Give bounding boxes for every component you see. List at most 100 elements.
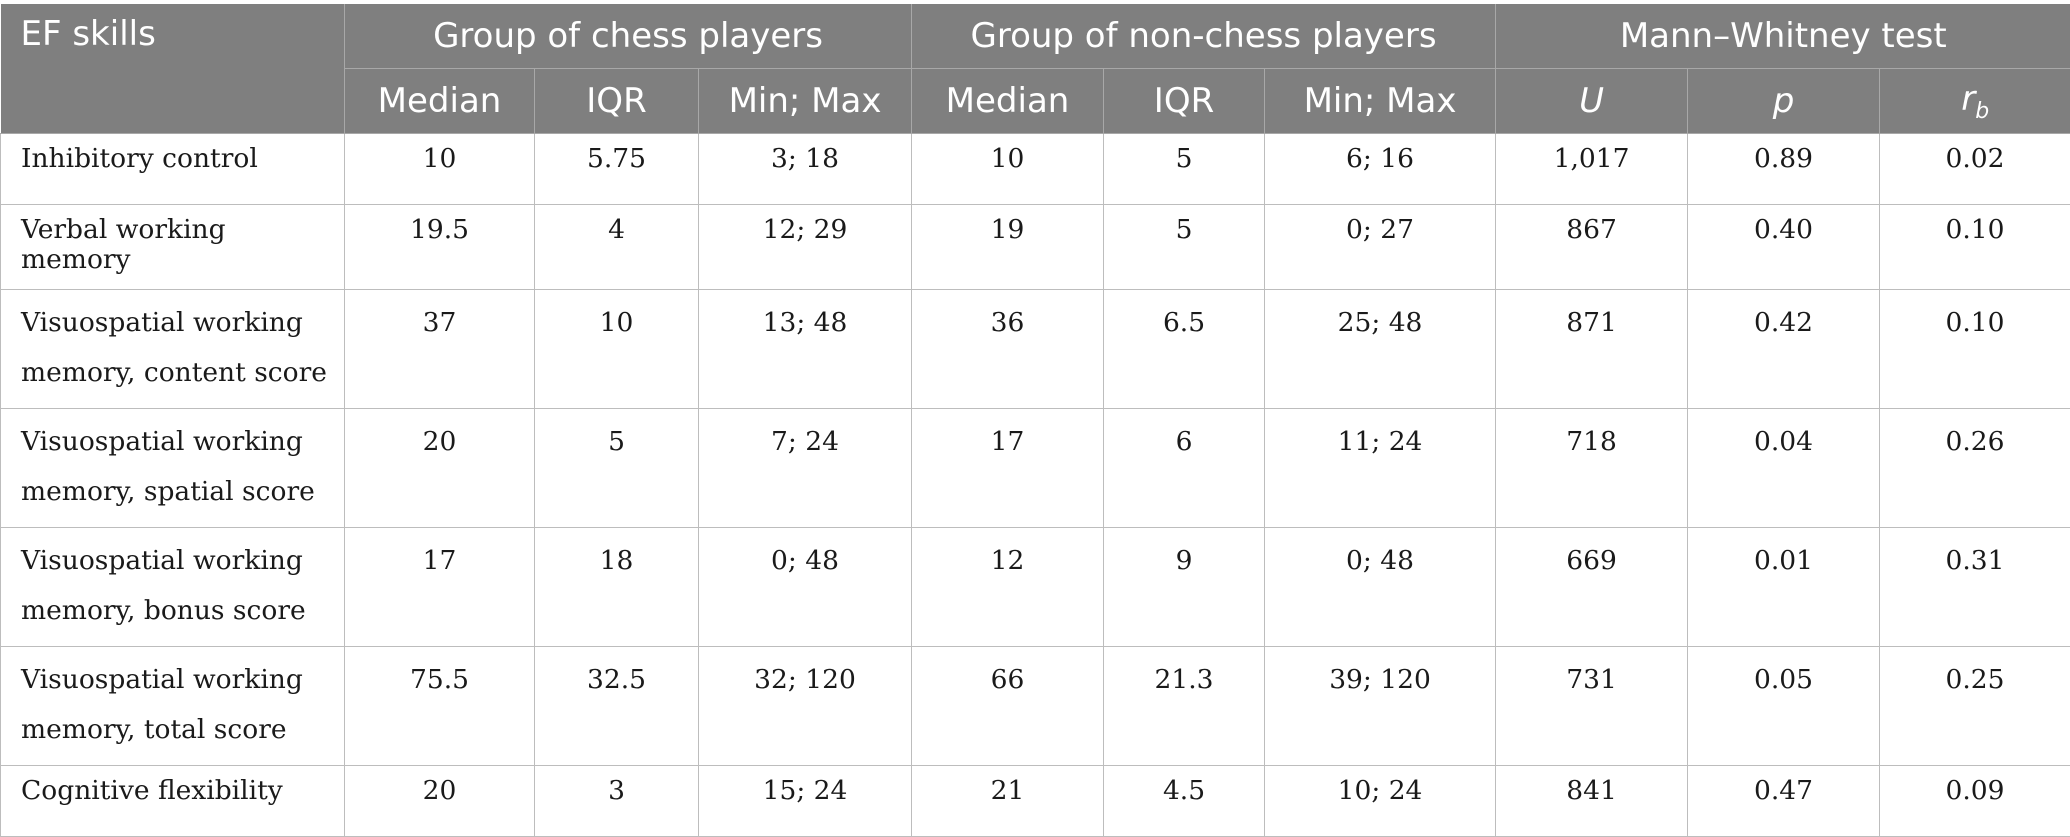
header-chess-minmax: Min; Max bbox=[699, 69, 912, 134]
cell-non-chess-median: 12 bbox=[912, 528, 1104, 647]
skill-label-line: Visuospatial working bbox=[21, 536, 334, 586]
cell-p-value: 0.01 bbox=[1688, 528, 1880, 647]
cell-non-chess-minmax: 11; 24 bbox=[1265, 409, 1496, 528]
cell-chess-minmax: 32; 120 bbox=[699, 647, 912, 766]
header-chess-median: Median bbox=[345, 69, 535, 134]
cell-chess-median: 75.5 bbox=[345, 647, 535, 766]
header-rb-effect-size: rb bbox=[1880, 69, 2070, 134]
cell-rb-effect-size: 0.09 bbox=[1880, 766, 2070, 837]
cell-chess-minmax: 13; 48 bbox=[699, 290, 912, 409]
cell-non-chess-iqr: 5 bbox=[1104, 134, 1265, 205]
cell-non-chess-minmax: 10; 24 bbox=[1265, 766, 1496, 837]
cell-u-statistic: 669 bbox=[1496, 528, 1688, 647]
cell-chess-minmax: 0; 48 bbox=[699, 528, 912, 647]
cell-chess-iqr: 3 bbox=[535, 766, 699, 837]
cell-chess-iqr: 5 bbox=[535, 409, 699, 528]
skill-label-line: memory, content score bbox=[21, 348, 334, 398]
cell-non-chess-minmax: 0; 27 bbox=[1265, 205, 1496, 290]
cell-chess-median: 19.5 bbox=[345, 205, 535, 290]
cell-non-chess-iqr: 21.3 bbox=[1104, 647, 1265, 766]
rb-subscript: b bbox=[1975, 99, 1989, 124]
skill-label-line: Visuospatial working bbox=[21, 298, 334, 348]
skill-label-line: Visuospatial working bbox=[21, 417, 334, 467]
skill-label-line: memory, total score bbox=[21, 705, 334, 755]
cell-non-chess-median: 10 bbox=[912, 134, 1104, 205]
cell-chess-minmax: 7; 24 bbox=[699, 409, 912, 528]
cell-chess-iqr: 5.75 bbox=[535, 134, 699, 205]
cell-non-chess-iqr: 6.5 bbox=[1104, 290, 1265, 409]
cell-rb-effect-size: 0.31 bbox=[1880, 528, 2070, 647]
skill-label-line: Cognitive flexibility bbox=[21, 776, 334, 806]
skill-label-line: Inhibitory control bbox=[21, 144, 334, 174]
cell-non-chess-iqr: 6 bbox=[1104, 409, 1265, 528]
cell-chess-median: 20 bbox=[345, 766, 535, 837]
cell-chess-minmax: 12; 29 bbox=[699, 205, 912, 290]
cell-u-statistic: 731 bbox=[1496, 647, 1688, 766]
cell-chess-minmax: 15; 24 bbox=[699, 766, 912, 837]
cell-p-value: 0.89 bbox=[1688, 134, 1880, 205]
cell-p-value: 0.42 bbox=[1688, 290, 1880, 409]
header-non-chess-minmax: Min; Max bbox=[1265, 69, 1496, 134]
cell-rb-effect-size: 0.10 bbox=[1880, 290, 2070, 409]
cell-u-statistic: 867 bbox=[1496, 205, 1688, 290]
cell-p-value: 0.40 bbox=[1688, 205, 1880, 290]
cell-chess-iqr: 4 bbox=[535, 205, 699, 290]
cell-non-chess-minmax: 0; 48 bbox=[1265, 528, 1496, 647]
cell-u-statistic: 718 bbox=[1496, 409, 1688, 528]
header-p-value: p bbox=[1688, 69, 1880, 134]
cell-non-chess-iqr: 9 bbox=[1104, 528, 1265, 647]
cell-p-value: 0.05 bbox=[1688, 647, 1880, 766]
skill-label-line: Visuospatial working bbox=[21, 655, 334, 705]
cell-p-value: 0.47 bbox=[1688, 766, 1880, 837]
cell-non-chess-median: 36 bbox=[912, 290, 1104, 409]
header-non-chess-group: Group of non-chess players bbox=[912, 4, 1496, 69]
header-non-chess-median: Median bbox=[912, 69, 1104, 134]
cell-non-chess-median: 21 bbox=[912, 766, 1104, 837]
table-header: EF skills Group of chess players Group o… bbox=[1, 4, 2070, 134]
cell-u-statistic: 871 bbox=[1496, 290, 1688, 409]
cell-chess-median: 37 bbox=[345, 290, 535, 409]
cell-chess-iqr: 18 bbox=[535, 528, 699, 647]
cell-p-value: 0.04 bbox=[1688, 409, 1880, 528]
rb-symbol: r bbox=[1961, 79, 1975, 119]
header-chess-group: Group of chess players bbox=[345, 4, 912, 69]
cell-chess-median: 20 bbox=[345, 409, 535, 528]
skill-label-line: memory, bonus score bbox=[21, 586, 334, 636]
header-ef-skills: EF skills bbox=[1, 4, 345, 134]
cell-rb-effect-size: 0.25 bbox=[1880, 647, 2070, 766]
header-non-chess-iqr: IQR bbox=[1104, 69, 1265, 134]
cell-non-chess-minmax: 25; 48 bbox=[1265, 290, 1496, 409]
cell-non-chess-median: 66 bbox=[912, 647, 1104, 766]
cell-non-chess-minmax: 39; 120 bbox=[1265, 647, 1496, 766]
cell-chess-iqr: 32.5 bbox=[535, 647, 699, 766]
cell-chess-iqr: 10 bbox=[535, 290, 699, 409]
cell-u-statistic: 841 bbox=[1496, 766, 1688, 837]
cell-non-chess-median: 19 bbox=[912, 205, 1104, 290]
header-mann-whitney-test: Mann–Whitney test bbox=[1496, 4, 2070, 69]
header-u-statistic: U bbox=[1496, 69, 1688, 134]
cell-non-chess-minmax: 6; 16 bbox=[1265, 134, 1496, 205]
skill-label-line: Verbal working memory bbox=[21, 215, 334, 275]
cell-ef-skill: Verbal working memory bbox=[1, 205, 345, 290]
cell-rb-effect-size: 0.02 bbox=[1880, 134, 2070, 205]
cell-non-chess-median: 17 bbox=[912, 409, 1104, 528]
cell-rb-effect-size: 0.10 bbox=[1880, 205, 2070, 290]
cell-u-statistic: 1,017 bbox=[1496, 134, 1688, 205]
cell-ef-skill: Cognitive flexibility bbox=[1, 766, 345, 837]
skill-label-line: memory, spatial score bbox=[21, 467, 334, 517]
cell-chess-median: 10 bbox=[345, 134, 535, 205]
header-row-groups: EF skills Group of chess players Group o… bbox=[1, 4, 2070, 69]
cell-chess-median: 17 bbox=[345, 528, 535, 647]
